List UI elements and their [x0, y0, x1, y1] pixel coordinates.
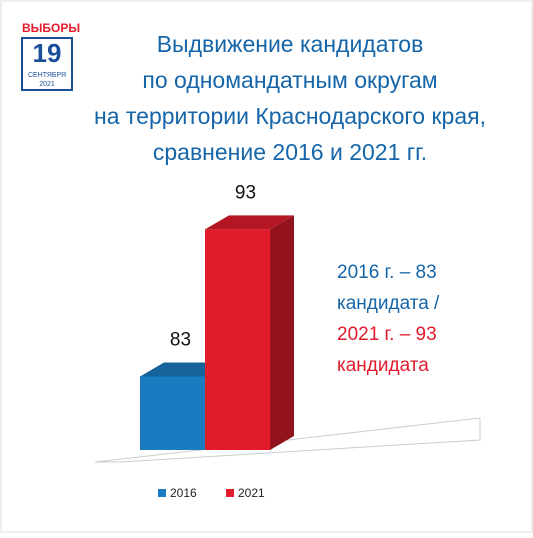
chart-title: сравнение 2016 и 2021 гг. — [153, 139, 427, 165]
logo-box — [21, 37, 73, 91]
chart-title: на территории Краснодарского края, — [94, 103, 486, 129]
logo-year: 2021 — [39, 81, 55, 88]
logo-name: ВЫБОРЫ — [22, 21, 80, 35]
logo-month: СЕНТЯБРЯ — [28, 72, 66, 79]
data-label: 93 — [235, 182, 256, 203]
annotation: кандидата / — [337, 293, 440, 314]
legend-swatch — [158, 489, 166, 497]
legend-label: 2021 — [238, 486, 265, 500]
annotation: кандидата — [337, 355, 429, 376]
bar — [205, 229, 270, 450]
data-label: 83 — [170, 329, 191, 350]
bar — [140, 376, 205, 450]
legend-swatch — [226, 489, 234, 497]
annotation: 2021 г. – 93 — [337, 324, 437, 345]
annotation: 2016 г. – 83 — [337, 262, 437, 283]
logo-day: 19 — [33, 38, 62, 68]
floor — [94, 417, 481, 463]
bar-side — [270, 215, 294, 450]
chart-title: Выдвижение кандидатов — [157, 31, 424, 57]
legend-label: 2016 — [170, 486, 197, 500]
chart-title: по одномандатным округам — [142, 67, 437, 93]
bar-top — [205, 215, 294, 230]
